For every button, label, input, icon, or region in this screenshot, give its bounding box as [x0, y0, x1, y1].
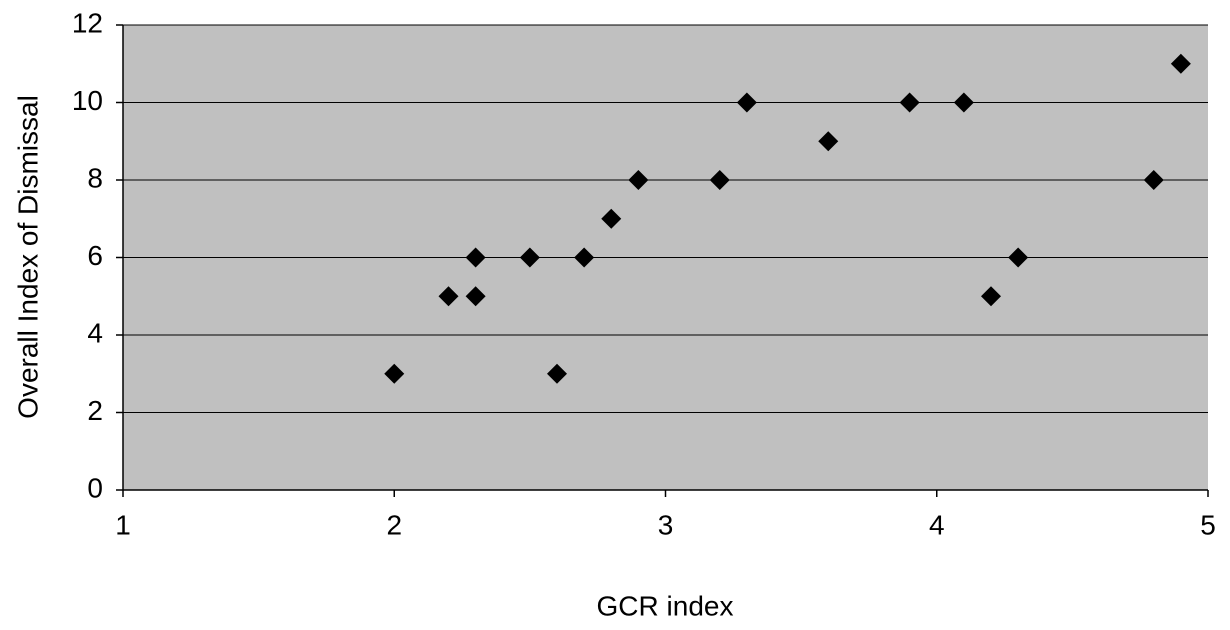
data-point	[1008, 247, 1029, 268]
data-point	[465, 247, 486, 268]
data-point	[736, 92, 757, 113]
y-tick-label: 8	[87, 162, 103, 193]
x-tick-label: 1	[115, 509, 131, 540]
data-point	[1143, 170, 1164, 190]
data-point	[899, 92, 920, 113]
data-point	[953, 92, 974, 113]
x-tick-label: 5	[1200, 509, 1216, 540]
x-tick-label: 3	[658, 509, 674, 540]
y-axis-label: Overall Index of Dismissal	[12, 95, 43, 419]
data-point	[438, 286, 459, 307]
y-tick-label: 2	[87, 395, 103, 426]
data-point	[384, 363, 405, 384]
x-tick-label: 4	[929, 509, 945, 540]
data-point	[981, 286, 1001, 307]
y-tick-label: 0	[87, 472, 103, 503]
y-tick-label: 10	[72, 85, 103, 116]
y-tick-label: 6	[87, 240, 103, 271]
data-point	[547, 363, 567, 384]
data-point	[1170, 53, 1191, 74]
x-axis-label: GCR index	[597, 590, 734, 621]
data-point	[818, 131, 839, 152]
data-point	[709, 170, 730, 190]
data-point	[574, 247, 595, 268]
x-tick-label: 2	[386, 509, 402, 540]
y-tick-label: 12	[72, 7, 103, 38]
y-tick-label: 4	[87, 317, 103, 348]
data-point	[628, 170, 649, 190]
data-point	[601, 208, 622, 229]
data-point	[465, 286, 486, 307]
data-point	[519, 247, 540, 268]
